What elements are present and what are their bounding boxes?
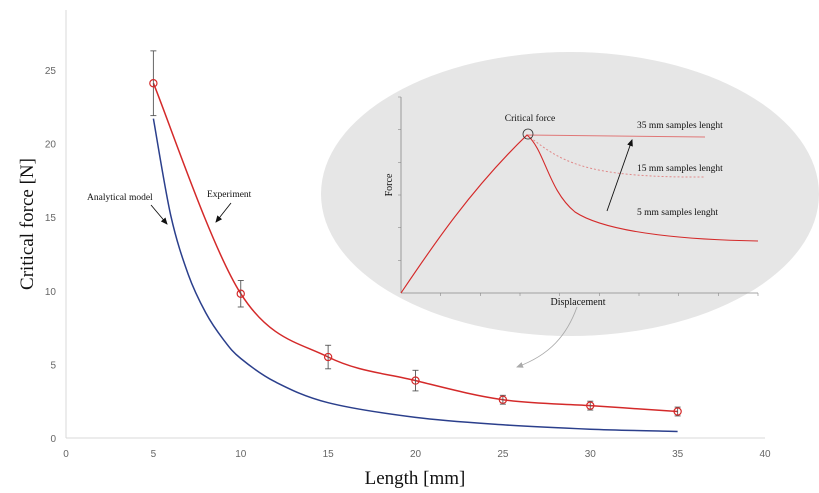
annotation-analytical-model: Analytical model <box>87 193 153 203</box>
error-bar <box>150 50 157 117</box>
inset-force-displacement: Displacement Force Critical force 35 mm … <box>321 52 819 336</box>
x-tick-labels: 0 5 10 15 20 25 30 35 40 <box>63 449 771 460</box>
x-tick-label: 30 <box>585 449 597 460</box>
x-tick-label: 25 <box>497 449 509 460</box>
data-point-experiment <box>149 79 158 88</box>
y-axis-title: Critical force [N] <box>17 158 38 290</box>
inset-trend-arrow <box>606 139 633 212</box>
y-tick-label: 25 <box>45 66 57 77</box>
annotation-analytical-arrow <box>150 204 168 225</box>
error-bar <box>412 369 419 392</box>
x-tick-label: 20 <box>410 449 422 460</box>
x-tick-label: 35 <box>672 449 684 460</box>
error-bar <box>499 394 506 405</box>
y-tick-label: 0 <box>50 434 56 445</box>
inset-background <box>321 52 819 336</box>
annotation-experiment: Experiment <box>207 190 252 200</box>
series-line-experiment <box>152 82 678 413</box>
x-tick-label: 40 <box>759 449 771 460</box>
inset-y-axis-title: Force <box>384 173 395 196</box>
data-point-experiment <box>411 376 420 385</box>
x-tick-label: 0 <box>63 449 69 460</box>
error-bar <box>674 406 681 417</box>
inset-x-axis-title: Displacement <box>551 297 606 308</box>
error-bar <box>587 400 594 411</box>
data-point-experiment <box>323 352 333 362</box>
data-point-experiment <box>236 289 245 298</box>
series-line-analytical-model <box>152 118 678 433</box>
inset-pointer-arrow <box>516 306 578 368</box>
error-bar <box>237 280 244 308</box>
inset-ticks <box>398 96 759 296</box>
axes <box>65 10 765 439</box>
inset-label-35mm: 35 mm samples lenght <box>637 121 723 131</box>
error-bar <box>325 344 332 370</box>
inset-curve-5mm <box>400 134 759 294</box>
y-tick-label: 20 <box>45 140 57 151</box>
x-tick-label: 15 <box>323 449 335 460</box>
inset-peak-label: Critical force <box>505 113 555 124</box>
x-tick-label: 5 <box>151 449 157 460</box>
annotation-experiment-arrow <box>215 202 232 223</box>
data-point-experiment <box>673 407 682 416</box>
y-tick-label: 5 <box>50 360 56 371</box>
y-tick-labels: 0 5 10 15 20 25 <box>45 66 57 445</box>
data-point-experiment <box>586 401 595 410</box>
y-tick-label: 10 <box>45 287 57 298</box>
data-point-experiment <box>498 395 508 404</box>
y-tick-label: 15 <box>45 213 57 224</box>
x-tick-label: 10 <box>235 449 247 460</box>
inset-label-15mm: 15 mm samples lenght <box>637 164 723 174</box>
inset-critical-point <box>522 128 534 140</box>
series-layer <box>149 50 682 433</box>
inset-label-5mm: 5 mm samples lenght <box>637 208 718 218</box>
x-axis-title: Length [mm] <box>365 468 466 489</box>
